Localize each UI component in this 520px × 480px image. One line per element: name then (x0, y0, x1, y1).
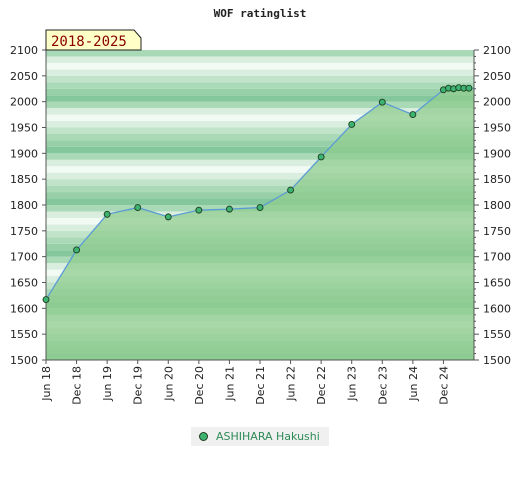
data-point (42, 296, 50, 303)
y-tick-label: 2050 (483, 70, 511, 83)
y-tick-label: 1900 (10, 147, 38, 160)
band (46, 146, 474, 154)
band (46, 133, 474, 141)
y-tick-label: 1500 (483, 354, 511, 367)
legend-marker-icon (199, 432, 208, 441)
band (46, 62, 474, 70)
data-point (73, 246, 81, 254)
y-tick-label: 1750 (10, 225, 38, 238)
x-tick-label: Dec 21 (254, 366, 267, 405)
band (46, 88, 474, 96)
band (46, 172, 474, 180)
y-tick-label: 1950 (10, 122, 38, 135)
y-tick-label: 2000 (483, 96, 511, 109)
legend: ASHIHARA Hakushi (191, 427, 329, 446)
y-axis-right: 1500 1550 1600 1650 1700 1750 1800 1850 1900 1950… (474, 44, 511, 367)
x-tick-label: Jun 24 (407, 366, 420, 402)
band (46, 153, 474, 160)
band (46, 114, 474, 122)
data-point (164, 213, 172, 221)
y-tick-label: 1750 (483, 225, 511, 238)
data-point (195, 206, 203, 214)
data-points (42, 84, 473, 303)
band (46, 50, 474, 57)
y-tick-label: 1600 (483, 302, 511, 315)
y-tick-label: 2100 (483, 44, 511, 57)
band (46, 198, 474, 205)
y-tick-label: 1500 (10, 354, 38, 367)
x-tick-label: Jun 23 (346, 366, 359, 402)
data-point (287, 186, 295, 194)
band (46, 56, 474, 63)
band (46, 179, 474, 186)
y-axis-left: 1500 1550 1600 1650 1700 1750 1800 1850 1900 1950… (10, 44, 46, 367)
y-tick-label: 1550 (483, 328, 511, 341)
y-tick-label: 1700 (10, 251, 38, 264)
x-tick-label: Dec 22 (315, 366, 328, 405)
x-tick-label: Jun 19 (101, 366, 114, 402)
chart-title: WOF ratinglist (214, 7, 307, 20)
x-tick-label: Dec 24 (437, 366, 450, 405)
y-tick-label: 1600 (10, 302, 38, 315)
area-fill (46, 87, 474, 360)
data-point (225, 205, 233, 213)
band (46, 166, 474, 173)
y-tick-label: 1900 (483, 147, 511, 160)
band (46, 185, 474, 193)
x-tick-label: Dec 18 (71, 366, 84, 405)
band (46, 121, 474, 128)
x-tick-label: Dec 23 (376, 366, 389, 405)
y-tick-label: 1550 (10, 328, 38, 341)
x-tick-label: Jun 20 (162, 366, 175, 402)
band (46, 95, 474, 102)
band (46, 75, 474, 83)
band (46, 159, 474, 167)
x-tick-label: Dec 19 (132, 366, 145, 405)
period-badge: 2018-2025 (45, 29, 142, 51)
band (46, 127, 474, 134)
data-point (317, 153, 325, 161)
y-tick-label: 1850 (483, 173, 511, 186)
band (46, 108, 474, 115)
period-label: 2018-2025 (51, 34, 127, 50)
legend-label: ASHIHARA Hakushi (216, 430, 320, 443)
x-axis: Jun 18 Dec 18 Jun 19 Dec 19 Jun 20 Dec 20 Jun … (40, 360, 450, 405)
data-point (256, 204, 264, 212)
x-tick-label: Dec 20 (193, 366, 206, 405)
data-point (134, 204, 142, 212)
data-point (465, 84, 473, 92)
data-point (409, 111, 417, 119)
y-tick-label: 1650 (483, 277, 511, 290)
y-tick-label: 1800 (483, 199, 511, 212)
y-tick-label: 2100 (10, 44, 38, 57)
band (46, 101, 474, 109)
y-tick-label: 1650 (10, 277, 38, 290)
y-tick-label: 1850 (10, 173, 38, 186)
y-tick-label: 2000 (10, 96, 38, 109)
x-tick-label: Jun 22 (285, 366, 298, 402)
y-tick-label: 1700 (483, 251, 511, 264)
y-tick-label: 1800 (10, 199, 38, 212)
x-tick-label: Jun 21 (223, 366, 236, 402)
data-point (103, 210, 111, 218)
x-tick-label: Jun 18 (40, 366, 53, 402)
data-point (378, 98, 386, 106)
y-tick-label: 1950 (483, 122, 511, 135)
band (46, 140, 474, 147)
band (46, 82, 474, 89)
band (46, 69, 474, 76)
y-tick-label: 2050 (10, 70, 38, 83)
band (46, 192, 474, 199)
data-point (348, 120, 356, 128)
